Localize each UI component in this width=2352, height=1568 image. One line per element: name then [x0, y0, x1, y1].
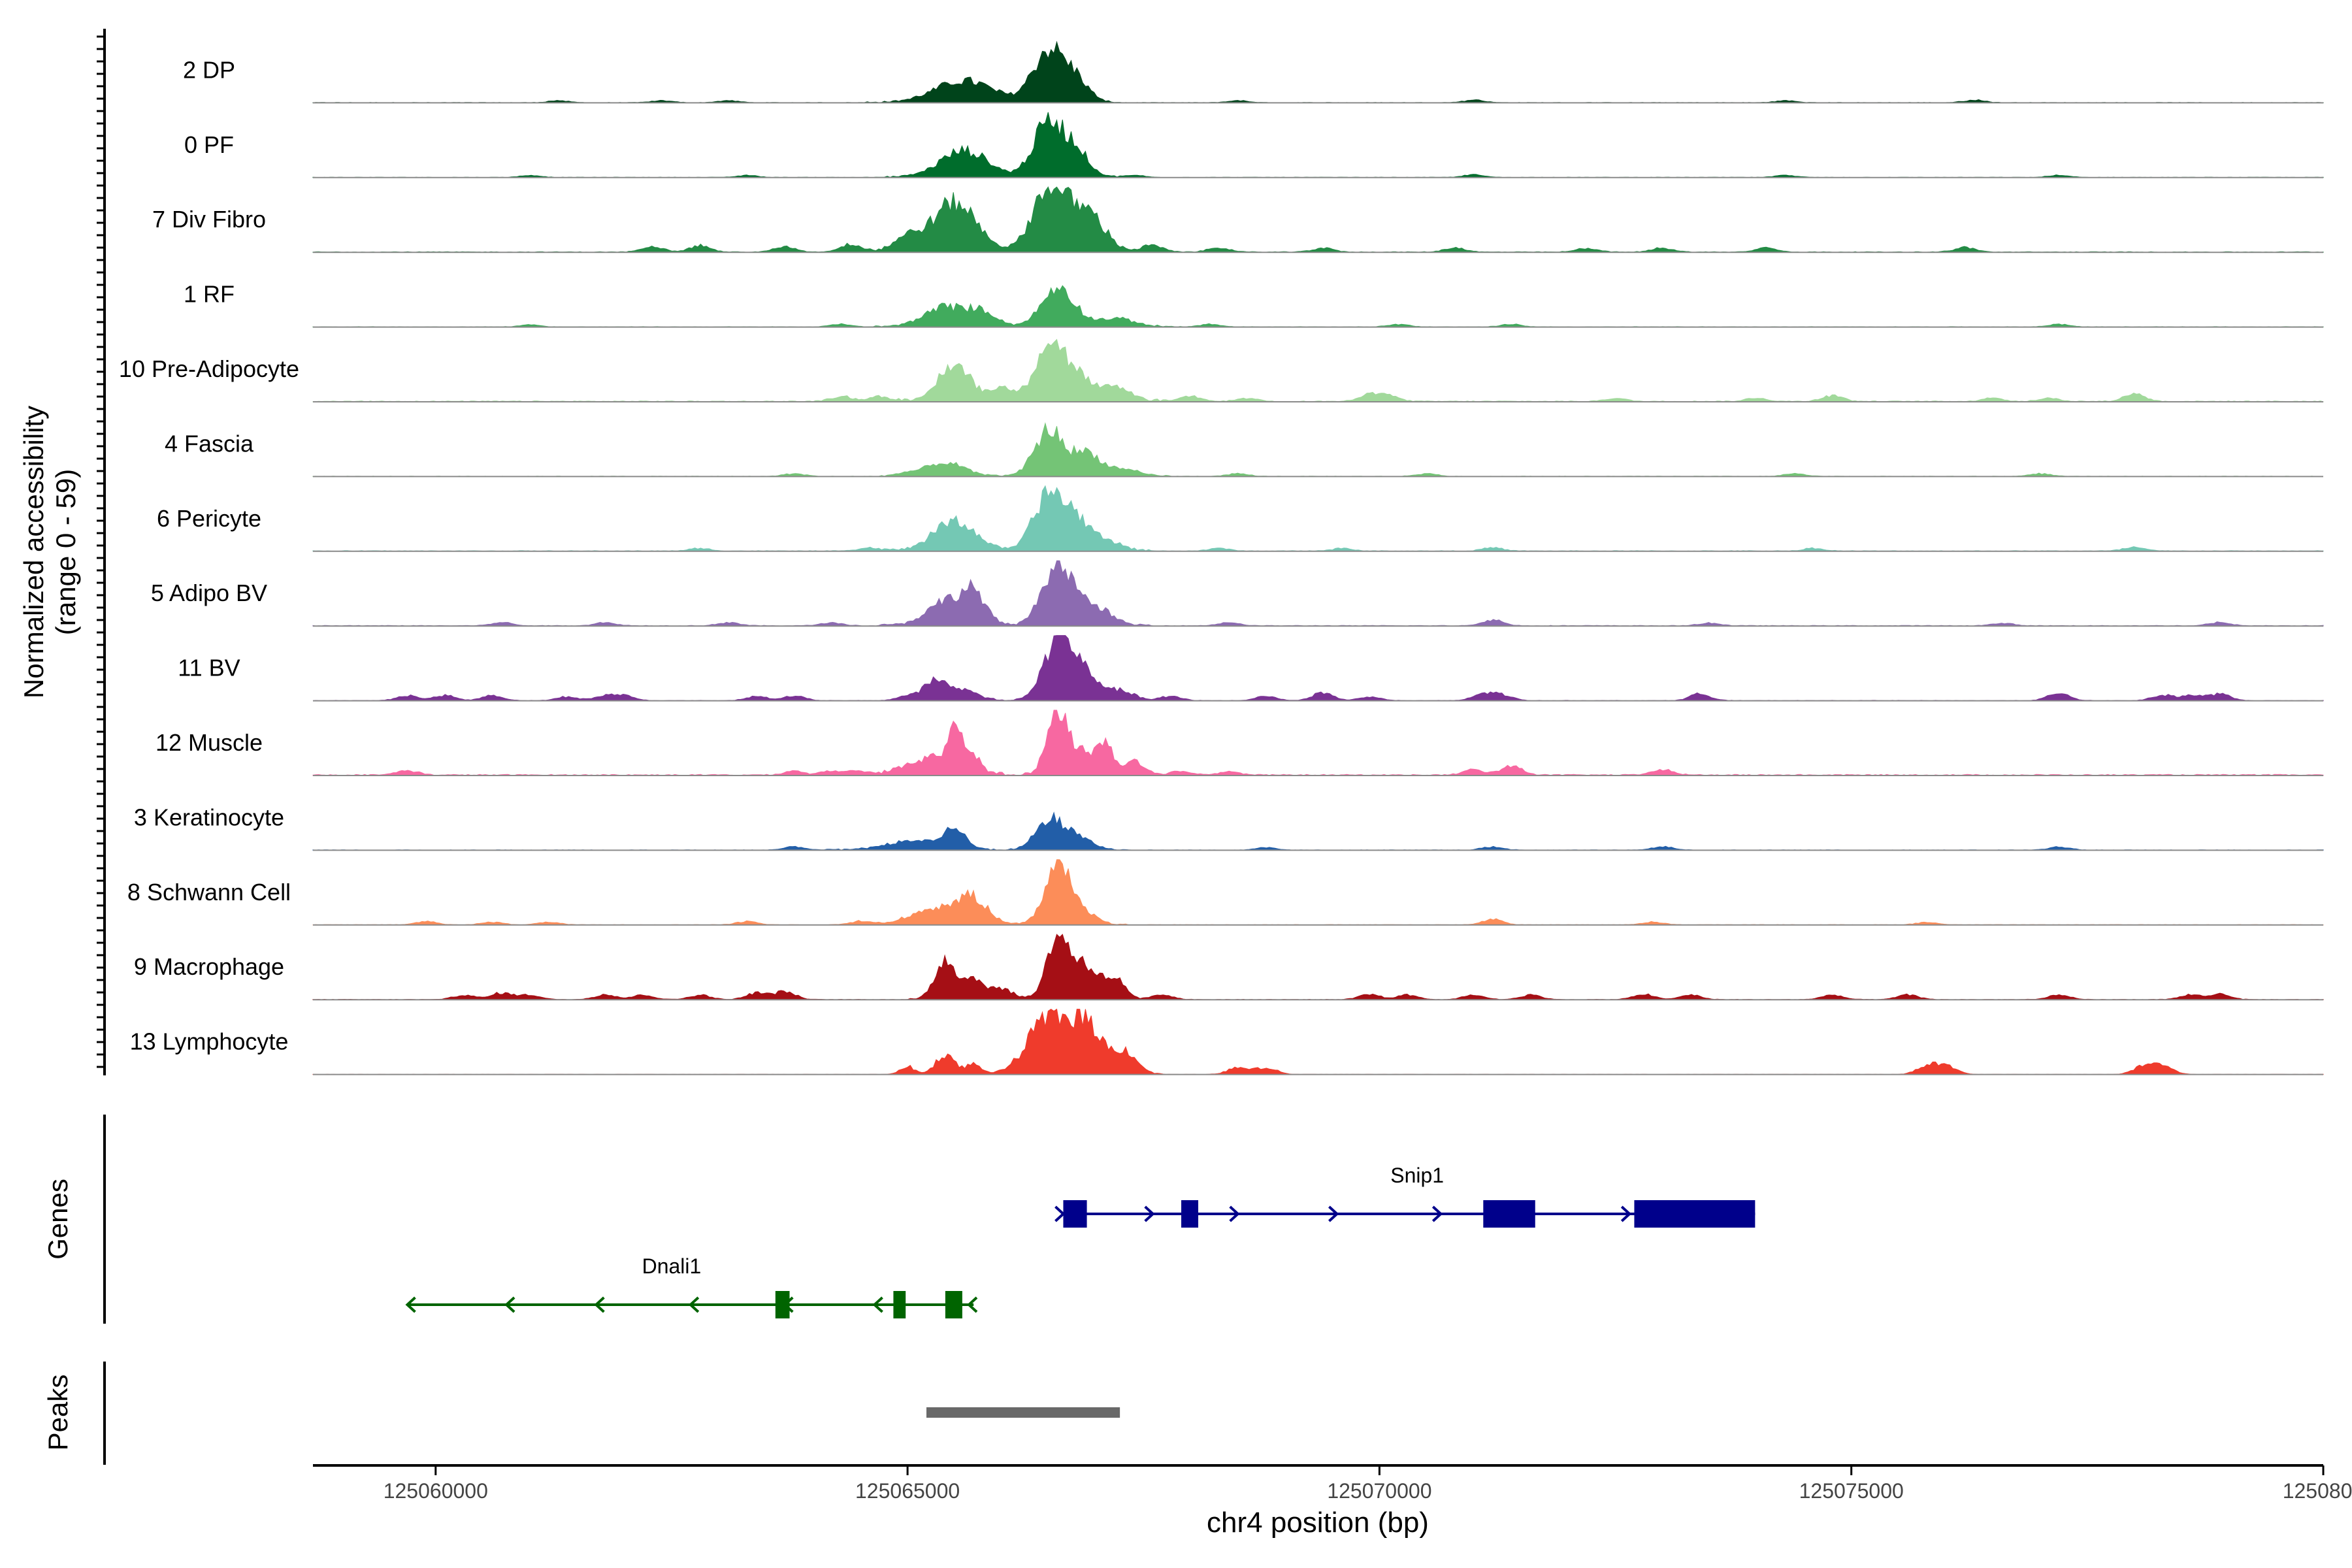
track-11: 8 Schwann Cell [127, 859, 2324, 926]
track-label: 13 Lymphocyte [130, 1028, 289, 1055]
track-3: 1 RF [184, 281, 2324, 328]
strand-arrow [967, 1296, 978, 1313]
x-tick-label: 125075000 [1799, 1479, 1904, 1503]
genes-panel-label: Genes [42, 1179, 73, 1260]
coverage-y-label-line1: Normalized accessibility [18, 406, 49, 698]
track-label: 8 Schwann Cell [127, 879, 291, 906]
track-area-12 [312, 934, 2324, 1000]
gene-exon [1634, 1200, 1756, 1228]
track-area-4 [312, 338, 2324, 402]
track-13: 13 Lymphocyte [130, 1008, 2324, 1075]
coverage-y-ticks [97, 35, 105, 1068]
gene-exon [893, 1291, 906, 1318]
strand-arrow [872, 1296, 883, 1313]
track-8: 11 BV [178, 635, 2324, 702]
x-tick-label: 125065000 [855, 1479, 960, 1503]
strand-arrow [1229, 1205, 1240, 1222]
track-0: 2 DP [183, 41, 2324, 104]
x-tick-label: 125060000 [384, 1479, 488, 1503]
gene-snip1: Snip1 [1054, 1164, 1756, 1228]
track-area-2 [312, 186, 2324, 253]
strand-arrow [783, 1296, 794, 1313]
track-label: 10 Pre-Adipocyte [119, 355, 299, 382]
x-tick-label: 1250800 [2283, 1479, 2352, 1503]
track-label: 12 Muscle [155, 729, 263, 756]
track-label: 2 DP [183, 56, 235, 83]
track-label: 5 Adipo BV [151, 580, 267, 606]
gene-exon [1181, 1200, 1199, 1228]
track-1: 0 PF [184, 112, 2324, 178]
track-label: 6 Pericyte [157, 505, 261, 532]
track-label: 0 PF [184, 131, 234, 158]
strand-arrow [688, 1296, 700, 1313]
strand-arrow [504, 1296, 515, 1313]
strand-arrow [1144, 1205, 1155, 1222]
peaks-track [926, 1407, 1120, 1418]
gene-exon [775, 1291, 790, 1318]
track-6: 6 Pericyte [157, 485, 2324, 552]
strand-arrow [1054, 1205, 1066, 1222]
track-4: 10 Pre-Adipocyte [119, 338, 2324, 402]
coverage-y-label-line2: (range 0 - 59) [50, 469, 81, 635]
x-tick-label: 125070000 [1327, 1479, 1431, 1503]
track-area-13 [312, 1008, 2324, 1075]
gene-exon [945, 1291, 962, 1318]
gene-label: Snip1 [1390, 1164, 1444, 1187]
track-area-7 [312, 560, 2324, 627]
track-12: 9 Macrophage [134, 934, 2324, 1001]
track-area-3 [312, 285, 2324, 328]
track-area-10 [312, 811, 2324, 851]
track-10: 3 Keratinocyte [134, 804, 2324, 851]
track-2: 7 Div Fibro [152, 186, 2324, 253]
track-area-6 [312, 485, 2324, 552]
track-area-11 [312, 859, 2324, 926]
track-label: 7 Div Fibro [152, 206, 266, 233]
track-area-9 [312, 710, 2324, 776]
peak-region [926, 1407, 1120, 1418]
track-area-1 [312, 112, 2324, 178]
track-label: 11 BV [178, 655, 240, 681]
x-axis-label: chr4 position (bp) [1207, 1507, 1429, 1539]
track-label: 1 RF [184, 281, 235, 308]
track-area-8 [312, 635, 2324, 702]
track-label: 9 Macrophage [134, 953, 284, 980]
track-area-0 [312, 41, 2324, 103]
gene-label: Dnali1 [642, 1254, 702, 1278]
track-7: 5 Adipo BV [151, 560, 2324, 627]
x-axis-ticks: 125060000 125065000 125070000 125075000 1250… [384, 1465, 2352, 1503]
track-label: 3 Keratinocyte [134, 804, 284, 830]
strand-arrow [1431, 1205, 1443, 1222]
genes-track: Snip1 Dnali1 [405, 1164, 1756, 1318]
gene-exon [1063, 1200, 1087, 1228]
strand-arrow [405, 1296, 416, 1313]
track-area-5 [312, 422, 2323, 477]
strand-arrow [1620, 1205, 1632, 1222]
strand-arrow [1328, 1205, 1339, 1222]
coverage-tracks: 2 DP 0 PF 7 Div Fibro 1 RF 10 Pre-Adipocyte 4… [119, 41, 2324, 1075]
gene-exon [1483, 1200, 1535, 1228]
track-9: 12 Muscle [155, 710, 2324, 776]
gene-dnali1: Dnali1 [405, 1254, 978, 1318]
track-label: 4 Fascia [165, 430, 254, 457]
strand-arrow [594, 1296, 605, 1313]
track-5: 4 Fascia [165, 422, 2323, 478]
peaks-panel-label: Peaks [42, 1375, 73, 1451]
